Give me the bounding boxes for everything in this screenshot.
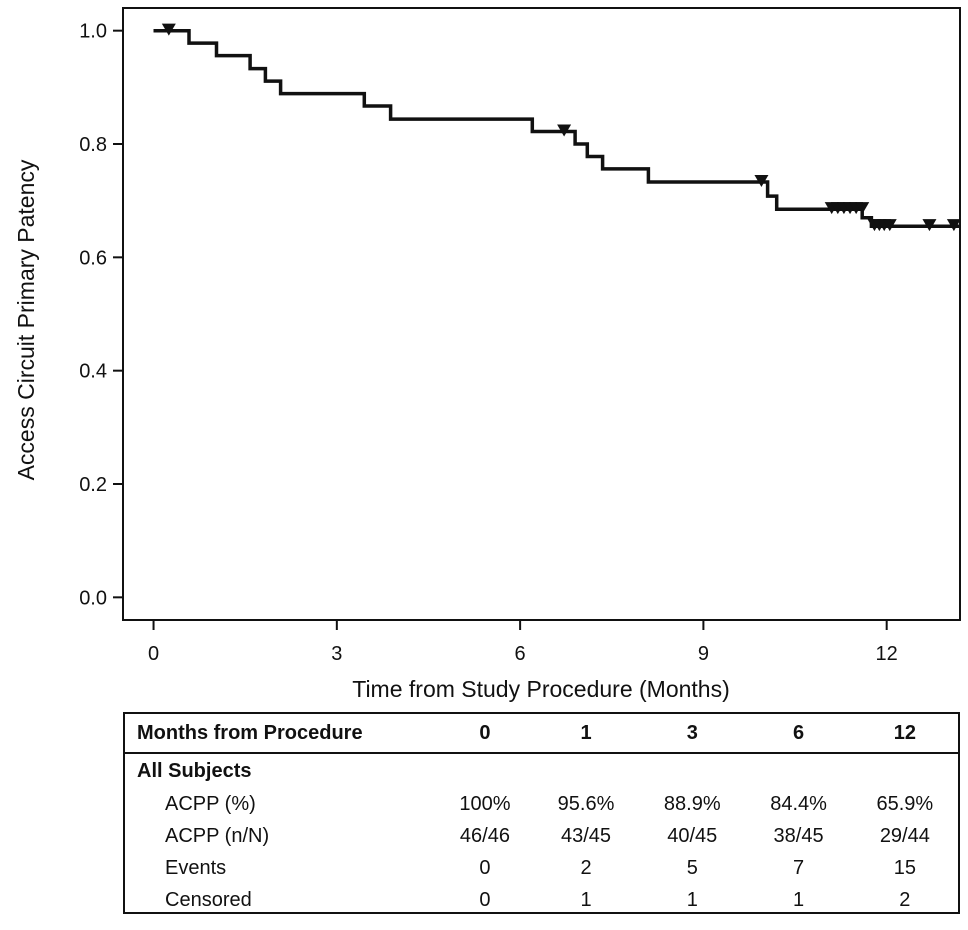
x-axis-label: Time from Study Procedure (Months) <box>352 676 730 702</box>
censor-mark <box>946 219 961 232</box>
y-tick-label: 0.8 <box>79 134 107 156</box>
y-axis: 0.0 0.2 0.4 0.6 0.8 1.0 <box>79 21 123 609</box>
group-row: All Subjects <box>125 753 958 788</box>
table-cell: 43/45 <box>560 824 612 847</box>
header-month-1: 1 <box>532 714 640 754</box>
x-tick-label: 3 <box>331 643 342 665</box>
row-label: ACPP (%) <box>165 792 256 815</box>
table-row: Censored 0 1 1 1 2 <box>125 884 958 916</box>
group-label: All Subjects <box>137 759 252 782</box>
risk-table: Months from Procedure 0 1 3 6 12 All Sub… <box>123 712 960 914</box>
x-tick-label: 12 <box>876 643 898 665</box>
table-cell: 2 <box>580 856 592 879</box>
table-cell: 5 <box>686 856 698 879</box>
table-cell: 1 <box>793 888 805 911</box>
y-axis-label: Access Circuit Primary Patency <box>13 159 39 480</box>
x-tick-label: 9 <box>698 643 709 665</box>
risk-table-grid: Months from Procedure 0 1 3 6 12 All Sub… <box>125 714 958 916</box>
table-cell: 7 <box>793 856 805 879</box>
y-tick-label: 0.4 <box>79 361 107 383</box>
table-cell: 0 <box>479 888 491 911</box>
km-chart: 0.0 0.2 0.4 0.6 0.8 1.0 0 3 6 9 12 Time from Stud… <box>13 7 961 702</box>
y-tick-label: 0.0 <box>79 587 107 609</box>
x-axis: 0 3 6 9 12 <box>148 620 898 665</box>
censor-mark <box>882 219 897 232</box>
censor-mark <box>557 124 572 137</box>
header-month-6: 6 <box>745 714 852 754</box>
table-cell: 0 <box>479 856 491 879</box>
table-cell: 40/45 <box>667 824 718 847</box>
table-cell: 2 <box>899 888 911 911</box>
km-curve <box>153 28 960 228</box>
x-tick-label: 0 <box>148 643 159 665</box>
header-month-0: 0 <box>437 714 533 754</box>
y-tick-label: 0.6 <box>79 247 107 269</box>
table-cell: 15 <box>893 856 916 879</box>
risk-table-header-row: Months from Procedure 0 1 3 6 12 <box>125 714 958 754</box>
row-label: Censored <box>165 888 252 911</box>
censor-marks <box>161 23 961 232</box>
header-label: Months from Procedure <box>125 714 437 754</box>
table-cell: 38/45 <box>773 824 824 847</box>
censor-mark <box>922 219 937 232</box>
header-month-3: 3 <box>639 714 746 754</box>
table-cell: 65.9% <box>876 792 934 815</box>
plot-frame <box>122 7 961 621</box>
censor-mark <box>161 23 176 36</box>
censor-mark <box>855 202 870 215</box>
y-tick-label: 1.0 <box>79 21 107 43</box>
table-cell: 1 <box>686 888 698 911</box>
table-cell: 1 <box>580 888 592 911</box>
table-cell: 100% <box>459 792 511 815</box>
table-row: ACPP (%) 100% 95.6% 88.9% 84.4% 65.9% <box>125 788 958 820</box>
table-row: Events 0 2 5 7 15 <box>125 852 958 884</box>
table-cell: 84.4% <box>770 792 827 815</box>
censor-mark <box>754 174 769 187</box>
table-row: ACPP (n/N) 46/46 43/45 40/45 38/45 29/44 <box>125 820 958 852</box>
row-label: Events <box>165 856 227 879</box>
y-tick-label: 0.2 <box>79 474 107 496</box>
row-label: ACPP (n/N) <box>165 824 270 847</box>
table-cell: 46/46 <box>459 824 510 847</box>
table-cell: 95.6% <box>557 792 615 815</box>
header-month-12: 12 <box>851 714 958 754</box>
table-cell: 29/44 <box>879 824 930 847</box>
x-tick-label: 6 <box>515 643 526 665</box>
table-cell: 88.9% <box>663 792 721 815</box>
